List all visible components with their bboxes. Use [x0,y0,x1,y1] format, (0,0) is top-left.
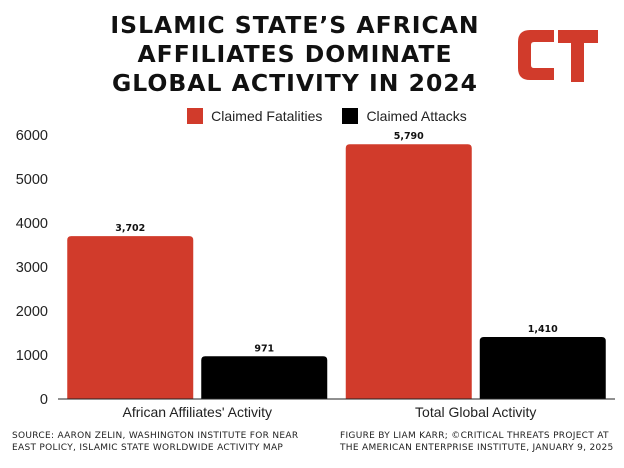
bar-fatalities [67,236,194,399]
y-tick-label: 1000 [16,348,48,364]
chart-legend: Claimed Fatalities Claimed Attacks [0,105,624,127]
source-line-1: SOURCE: AARON ZELIN, WASHINGTON INSTITUT… [12,431,299,441]
title-line-2: AFFILIATES DOMINATE [137,40,453,68]
credit-line-1: FIGURE BY LIAM KARR; ©CRITICAL THREATS P… [340,431,609,441]
bar-attacks [201,356,328,399]
chart-title: ISLAMIC STATE’S AFRICAN AFFILIATES DOMIN… [40,11,550,98]
legend-label-attacks: Claimed Attacks [366,108,467,124]
y-tick-label: 5000 [16,172,48,188]
bar-attacks [479,336,606,399]
title-line-1: ISLAMIC STATE’S AFRICAN [110,11,480,39]
bar-chart: 0 1000 2000 3000 4000 5000 6000 3,702 971 African… [16,128,615,420]
bar-fatalities [345,144,472,399]
legend-item-attacks: Claimed Attacks [342,108,467,124]
y-tick-label: 4000 [16,216,48,232]
title-line-3: GLOBAL ACTIVITY IN 2024 [111,69,479,97]
x-category-label: African Affiliates' Activity [123,404,272,420]
x-category-label: Total Global Activity [415,404,536,420]
legend-item-fatalities: Claimed Fatalities [187,108,322,124]
legend-swatch-attacks [342,108,359,124]
source-footnote: SOURCE: AARON ZELIN, WASHINGTON INSTITUT… [12,431,298,454]
y-tick-label: 3000 [16,260,48,276]
ct-logo [518,30,598,82]
y-tick-label: 2000 [16,304,48,320]
y-tick-label: 6000 [16,128,48,144]
credit-footnote: FIGURE BY LIAM KARR; ©CRITICAL THREATS P… [340,431,614,454]
data-label: 5,790 [394,131,424,142]
data-label: 1,410 [528,324,558,335]
source-line-2: EAST POLICY, ISLAMIC STATE WORLDWIDE ACT… [12,442,284,453]
data-label: 3,702 [115,223,145,234]
data-label: 971 [254,343,274,354]
y-tick-label: 0 [40,392,48,408]
legend-label-fatalities: Claimed Fatalities [211,108,323,124]
legend-swatch-fatalities [187,108,204,124]
credit-line-2: THE AMERICAN ENTERPRISE INSTITUTE, JANUA… [340,442,614,453]
